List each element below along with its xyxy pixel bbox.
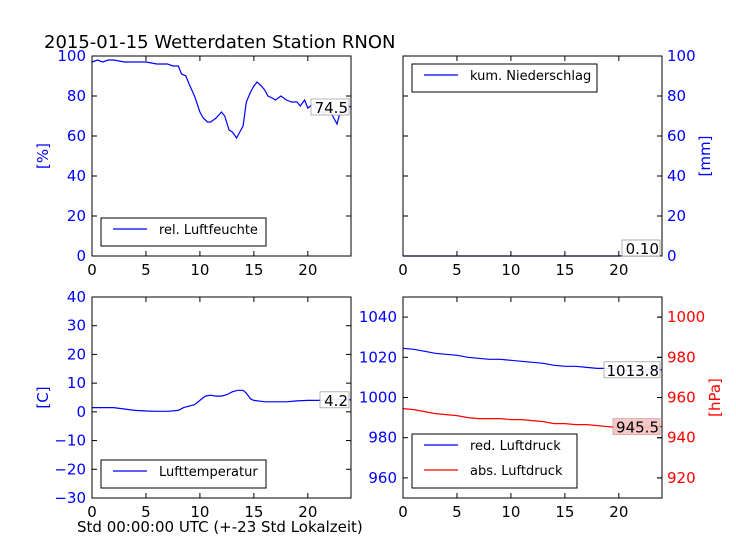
y-tick-label: 40 xyxy=(667,167,686,185)
y-tick-label: 100 xyxy=(57,47,86,65)
x-tick-label: 20 xyxy=(298,261,317,279)
legend-entry: red. Luftdruck xyxy=(470,439,561,454)
plot-frame-temperature xyxy=(91,296,352,499)
y-tick-label: 980 xyxy=(368,429,397,447)
annotation-temperature-box xyxy=(319,391,350,409)
y-tick-label: 30 xyxy=(67,317,86,335)
x-tick-label: 10 xyxy=(501,261,520,279)
y-tick-label: −30 xyxy=(54,489,86,507)
x-tick-label: 20 xyxy=(609,261,628,279)
legend-box-pressure xyxy=(411,433,578,489)
y-axis-label: [mm] xyxy=(696,136,714,177)
x-tick-label: 15 xyxy=(555,503,574,521)
x-tick-label: 5 xyxy=(452,261,462,279)
legend-entry: kum. Niederschlag xyxy=(470,69,591,84)
annotation-humidity: 74.5 xyxy=(315,99,348,117)
annotation-humidity-box xyxy=(310,98,350,116)
series-line-temperature-0 xyxy=(92,389,351,412)
y-tick-label: −20 xyxy=(54,460,86,478)
annotation-precip-box xyxy=(621,239,661,257)
y2-axis-label: [hPa] xyxy=(706,378,724,417)
y2-tick-label: 980 xyxy=(667,348,696,366)
annotation-pressure: 1013.8 xyxy=(607,362,660,380)
x-tick-label: 10 xyxy=(501,503,520,521)
x-tick-label: 15 xyxy=(244,261,263,279)
x-tick-label: 0 xyxy=(398,503,408,521)
legend-box-temperature xyxy=(100,459,267,489)
y-tick-label: 10 xyxy=(67,374,86,392)
y-tick-label: 60 xyxy=(667,127,686,145)
x-tick-label: 0 xyxy=(398,261,408,279)
y-tick-label: 20 xyxy=(67,345,86,363)
y-tick-label: 960 xyxy=(368,469,397,487)
legend-box-humidity xyxy=(100,217,267,247)
y2-tick-label: 960 xyxy=(667,389,696,407)
y-tick-label: 1000 xyxy=(359,389,397,407)
figure-title: 2015-01-15 Wetterdaten Station RNON xyxy=(44,32,395,53)
y-axis-label: [%] xyxy=(34,143,52,169)
y-tick-label: 80 xyxy=(67,87,86,105)
annotation-pressure-2-box xyxy=(612,418,661,436)
y-tick-label: 1040 xyxy=(359,308,397,326)
y-tick-label: 20 xyxy=(67,207,86,225)
x-tick-label: 15 xyxy=(555,261,574,279)
y-tick-label: 60 xyxy=(67,127,86,145)
legend-entry: Lufttemperatur xyxy=(159,465,258,480)
x-tick-label: 20 xyxy=(298,503,317,521)
y-tick-label: 100 xyxy=(667,47,696,65)
chart-humidity: 0 5 10 15 20 0 20 40 60 80 100 [%] rel. Luftfeuchte 7… xyxy=(34,47,352,279)
y-axis-label: [C] xyxy=(34,386,52,408)
y-tick-label: −10 xyxy=(54,432,86,450)
y-tick-label: 40 xyxy=(67,167,86,185)
y2-tick-label: 1000 xyxy=(667,308,705,326)
x-tick-label: 5 xyxy=(141,503,151,521)
y-tick-label: 0 xyxy=(76,403,86,421)
chart-precip: 0 5 10 15 20 0 20 40 60 80 100 [mm] kum. Niederschla… xyxy=(398,47,714,279)
annotation-precip: 0.10 xyxy=(626,240,659,258)
y2-tick-label: 940 xyxy=(667,429,696,447)
x-tick-label: 10 xyxy=(190,261,209,279)
x-tick-label: 15 xyxy=(244,503,263,521)
y-tick-label: 80 xyxy=(667,87,686,105)
x-tick-label: 0 xyxy=(87,261,97,279)
y2-tick-label: 920 xyxy=(667,469,696,487)
legend-entry: rel. Luftfeuchte xyxy=(159,223,258,238)
annotation-pressure-2: 945.5 xyxy=(616,419,659,437)
x-tick-label: 5 xyxy=(452,503,462,521)
y-tick-label: 40 xyxy=(67,288,86,306)
annotation-pressure-box xyxy=(603,361,661,379)
annotation-temperature: 4.2 xyxy=(324,392,348,410)
y-tick-label: 20 xyxy=(667,207,686,225)
legend-box-precip xyxy=(411,63,598,93)
chart-pressure: 0 5 10 15 20 960 980 1000 1020 1040 920 940 960 980 10… xyxy=(359,296,724,521)
x-tick-label: 5 xyxy=(141,261,151,279)
y-tick-label: 0 xyxy=(76,247,86,265)
chart-temperature: 0 5 10 15 20 −30 −20 −10 0 10 20 30 40 [C] Lufttempera… xyxy=(34,288,352,521)
legend-entry: abs. Luftdruck xyxy=(470,464,563,479)
x-tick-label: 20 xyxy=(609,503,628,521)
x-tick-label: 0 xyxy=(87,503,97,521)
x-tick-label: 10 xyxy=(190,503,209,521)
plot-frame-humidity xyxy=(91,55,352,257)
plot-frame-precip xyxy=(402,55,663,257)
x-axis-label: Std 00:00:00 UTC (+-23 Std Lokalzeit) xyxy=(77,518,363,536)
y-tick-label: 1020 xyxy=(359,348,397,366)
y-tick-label: 0 xyxy=(667,247,677,265)
